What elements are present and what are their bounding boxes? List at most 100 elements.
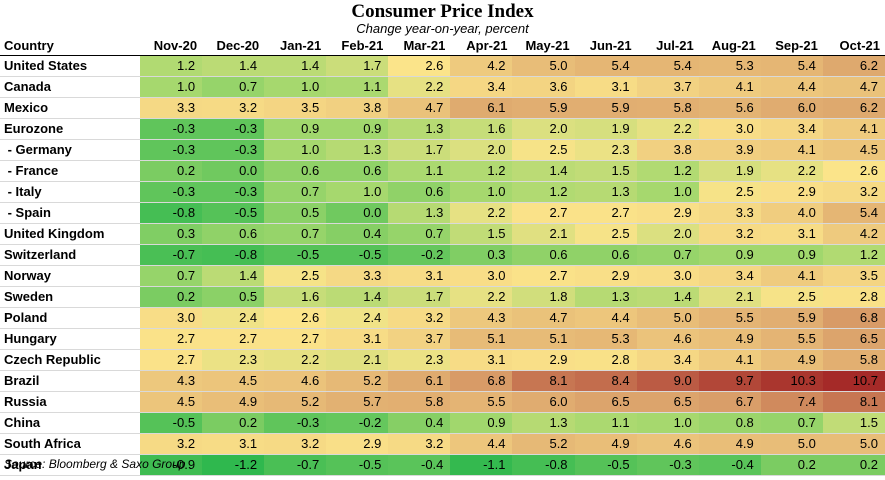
heatmap-cell: 2.5: [698, 181, 761, 203]
chart-title: Consumer Price Index: [351, 1, 534, 22]
heatmap-cell: 2.0: [636, 223, 699, 245]
table-row: - Germany -0.3 -0.3 1.0 1.3 1.7 2.0 2.5 2.3 3.8 3.…: [0, 139, 885, 161]
heatmap-cell: 1.7: [388, 139, 451, 161]
heatmap-cell: 1.4: [326, 286, 389, 308]
heatmap-cell: 5.5: [760, 328, 823, 350]
heatmap-cell: 4.5: [822, 139, 885, 161]
column-header: Feb-21: [341, 38, 384, 53]
country-label: Russia: [0, 391, 140, 413]
heatmap-cell: 0.9: [760, 244, 823, 266]
heatmap-cell: 3.9: [698, 139, 761, 161]
heatmap-cell: 0.9: [698, 244, 761, 266]
table-row: Brazil 4.3 4.5 4.6 5.2 6.1 6.8 8.1 8.4 9.0 9.7 10.3…: [0, 370, 885, 392]
heatmap-cell: 2.7: [574, 202, 637, 224]
heatmap-cell: 5.3: [698, 55, 761, 77]
heatmap-cell: 4.6: [264, 370, 327, 392]
heatmap-cell: 1.3: [574, 181, 637, 203]
heatmap-cell: 1.1: [574, 412, 637, 434]
heatmap-cell: 2.2: [636, 118, 699, 140]
heatmap-cell: 2.2: [388, 76, 451, 98]
heatmap-cell: 0.6: [574, 244, 637, 266]
heatmap-cell: 0.6: [264, 160, 327, 182]
heatmap-cell: 2.2: [760, 160, 823, 182]
heatmap-cell: -0.3: [140, 181, 203, 203]
heatmap-cell: 5.1: [450, 328, 513, 350]
heatmap-cell: -0.8: [202, 244, 265, 266]
heatmap-cell: 5.1: [512, 328, 575, 350]
heatmap-cell: 1.2: [450, 160, 513, 182]
heatmap-cell: 2.7: [264, 328, 327, 350]
heatmap-cell: 3.4: [636, 349, 699, 371]
heatmap-cell: 3.7: [636, 76, 699, 98]
heatmap-cell: 0.6: [202, 223, 265, 245]
heatmap-cell: -0.5: [202, 202, 265, 224]
heatmap-cell: 4.2: [822, 223, 885, 245]
heatmap-cell: 5.0: [512, 55, 575, 77]
heatmap-cell: 5.8: [822, 349, 885, 371]
heatmap-cell: 2.9: [326, 433, 389, 455]
heatmap-cell: 10.7: [822, 370, 885, 392]
heatmap-cell: 5.4: [574, 55, 637, 77]
heatmap-cell: 3.0: [636, 265, 699, 287]
country-label: Brazil: [0, 370, 140, 392]
heatmap-cell: -0.5: [264, 244, 327, 266]
heatmap-cell: 3.1: [326, 328, 389, 350]
table-row: - Italy -0.3 -0.3 0.7 1.0 0.6 1.0 1.2 1.3 1.0 2.5 2…: [0, 181, 885, 203]
heatmap-cell: 1.0: [326, 181, 389, 203]
heatmap-cell: -0.5: [326, 244, 389, 266]
heatmap-cell: 3.4: [698, 265, 761, 287]
heatmap-cell: 1.2: [822, 244, 885, 266]
heatmap-cell: 2.1: [698, 286, 761, 308]
heatmap-cell: 0.5: [202, 286, 265, 308]
heatmap-cell: 2.3: [388, 349, 451, 371]
heatmap-cell: 2.5: [760, 286, 823, 308]
heatmap-cell: 4.9: [202, 391, 265, 413]
heatmap-cell: 3.1: [388, 265, 451, 287]
heatmap-cell: 2.7: [202, 328, 265, 350]
table-row: Czech Republic 2.7 2.3 2.2 2.1 2.3 3.1 2.9 2.8 3.…: [0, 349, 885, 371]
heatmap-cell: 6.5: [636, 391, 699, 413]
heatmap-cell: 4.6: [636, 328, 699, 350]
heatmap-cell: 4.5: [202, 370, 265, 392]
heatmap-cell: 8.1: [822, 391, 885, 413]
heatmap-cell: 2.0: [450, 139, 513, 161]
country-label: United States: [0, 55, 140, 77]
heatmap-cell: 0.9: [450, 412, 513, 434]
heatmap-cell: 1.1: [326, 76, 389, 98]
heatmap-cell: -0.3: [202, 118, 265, 140]
heatmap-cell: 6.1: [450, 97, 513, 119]
heatmap-cell: 4.1: [822, 118, 885, 140]
heatmap-cell: -0.4: [698, 454, 761, 476]
heatmap-cell: 5.9: [512, 97, 575, 119]
heatmap-cell: 1.3: [388, 118, 451, 140]
heatmap-cell: 1.2: [636, 160, 699, 182]
heatmap-cell: 0.3: [450, 244, 513, 266]
heatmap-cell: 1.3: [388, 202, 451, 224]
heatmap-cell: 0.5: [264, 202, 327, 224]
heatmap-cell: -0.8: [140, 202, 203, 224]
heatmap-cell: 1.5: [450, 223, 513, 245]
heatmap-cell: 1.4: [512, 160, 575, 182]
heatmap-cell: 4.9: [760, 349, 823, 371]
heatmap-cell: 3.8: [636, 139, 699, 161]
heatmap-cell: 1.0: [636, 181, 699, 203]
heatmap-cell: 2.8: [574, 349, 637, 371]
heatmap-cell: 3.1: [760, 223, 823, 245]
heatmap-cell: 4.0: [760, 202, 823, 224]
country-label: - Germany: [0, 139, 140, 161]
heatmap-cell: -0.8: [512, 454, 575, 476]
country-label: Poland: [0, 307, 140, 329]
heatmap-cell: 0.4: [388, 412, 451, 434]
heatmap-cell: 3.1: [450, 349, 513, 371]
source-note: Source: Bloomberg & Saxo Group: [4, 457, 186, 471]
country-label: Switzerland: [0, 244, 140, 266]
table-row: Poland 3.0 2.4 2.6 2.4 3.2 4.3 4.7 4.4 5.0 5.5 5.9 6…: [0, 307, 885, 329]
heatmap-cell: 3.4: [760, 118, 823, 140]
heatmap-cell: 3.1: [574, 76, 637, 98]
heatmap-cell: 2.2: [264, 349, 327, 371]
heatmap-cell: 0.2: [140, 286, 203, 308]
column-header: Jan-21: [280, 38, 322, 53]
heatmap-cell: 3.2: [264, 433, 327, 455]
heatmap-cell: 4.9: [698, 433, 761, 455]
heatmap-cell: 5.3: [574, 328, 637, 350]
